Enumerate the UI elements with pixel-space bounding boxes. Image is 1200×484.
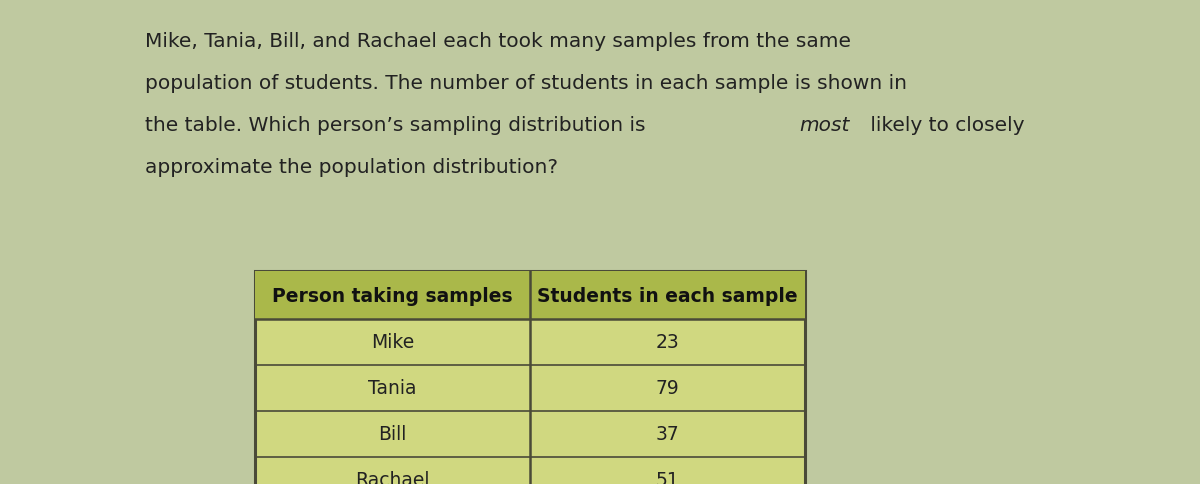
- Text: Person taking samples: Person taking samples: [272, 286, 512, 305]
- Text: the table. Which person’s sampling distribution is: the table. Which person’s sampling distr…: [145, 116, 652, 135]
- Text: Students in each sample: Students in each sample: [538, 286, 798, 305]
- Text: Tania: Tania: [368, 378, 416, 398]
- Text: 23: 23: [655, 333, 679, 352]
- Text: 51: 51: [655, 470, 679, 484]
- Text: Rachael: Rachael: [355, 470, 430, 484]
- Text: approximate the population distribution?: approximate the population distribution?: [145, 158, 558, 177]
- Text: 79: 79: [655, 378, 679, 398]
- Text: Mike: Mike: [371, 333, 414, 352]
- Text: most: most: [799, 116, 850, 135]
- Text: population of students. The number of students in each sample is shown in: population of students. The number of st…: [145, 74, 907, 93]
- Text: Bill: Bill: [378, 424, 407, 443]
- Text: Mike, Tania, Bill, and Rachael each took many samples from the same: Mike, Tania, Bill, and Rachael each took…: [145, 32, 851, 51]
- Text: likely to closely: likely to closely: [864, 116, 1025, 135]
- Bar: [254, 272, 805, 319]
- Bar: [254, 272, 805, 484]
- Text: 37: 37: [655, 424, 679, 443]
